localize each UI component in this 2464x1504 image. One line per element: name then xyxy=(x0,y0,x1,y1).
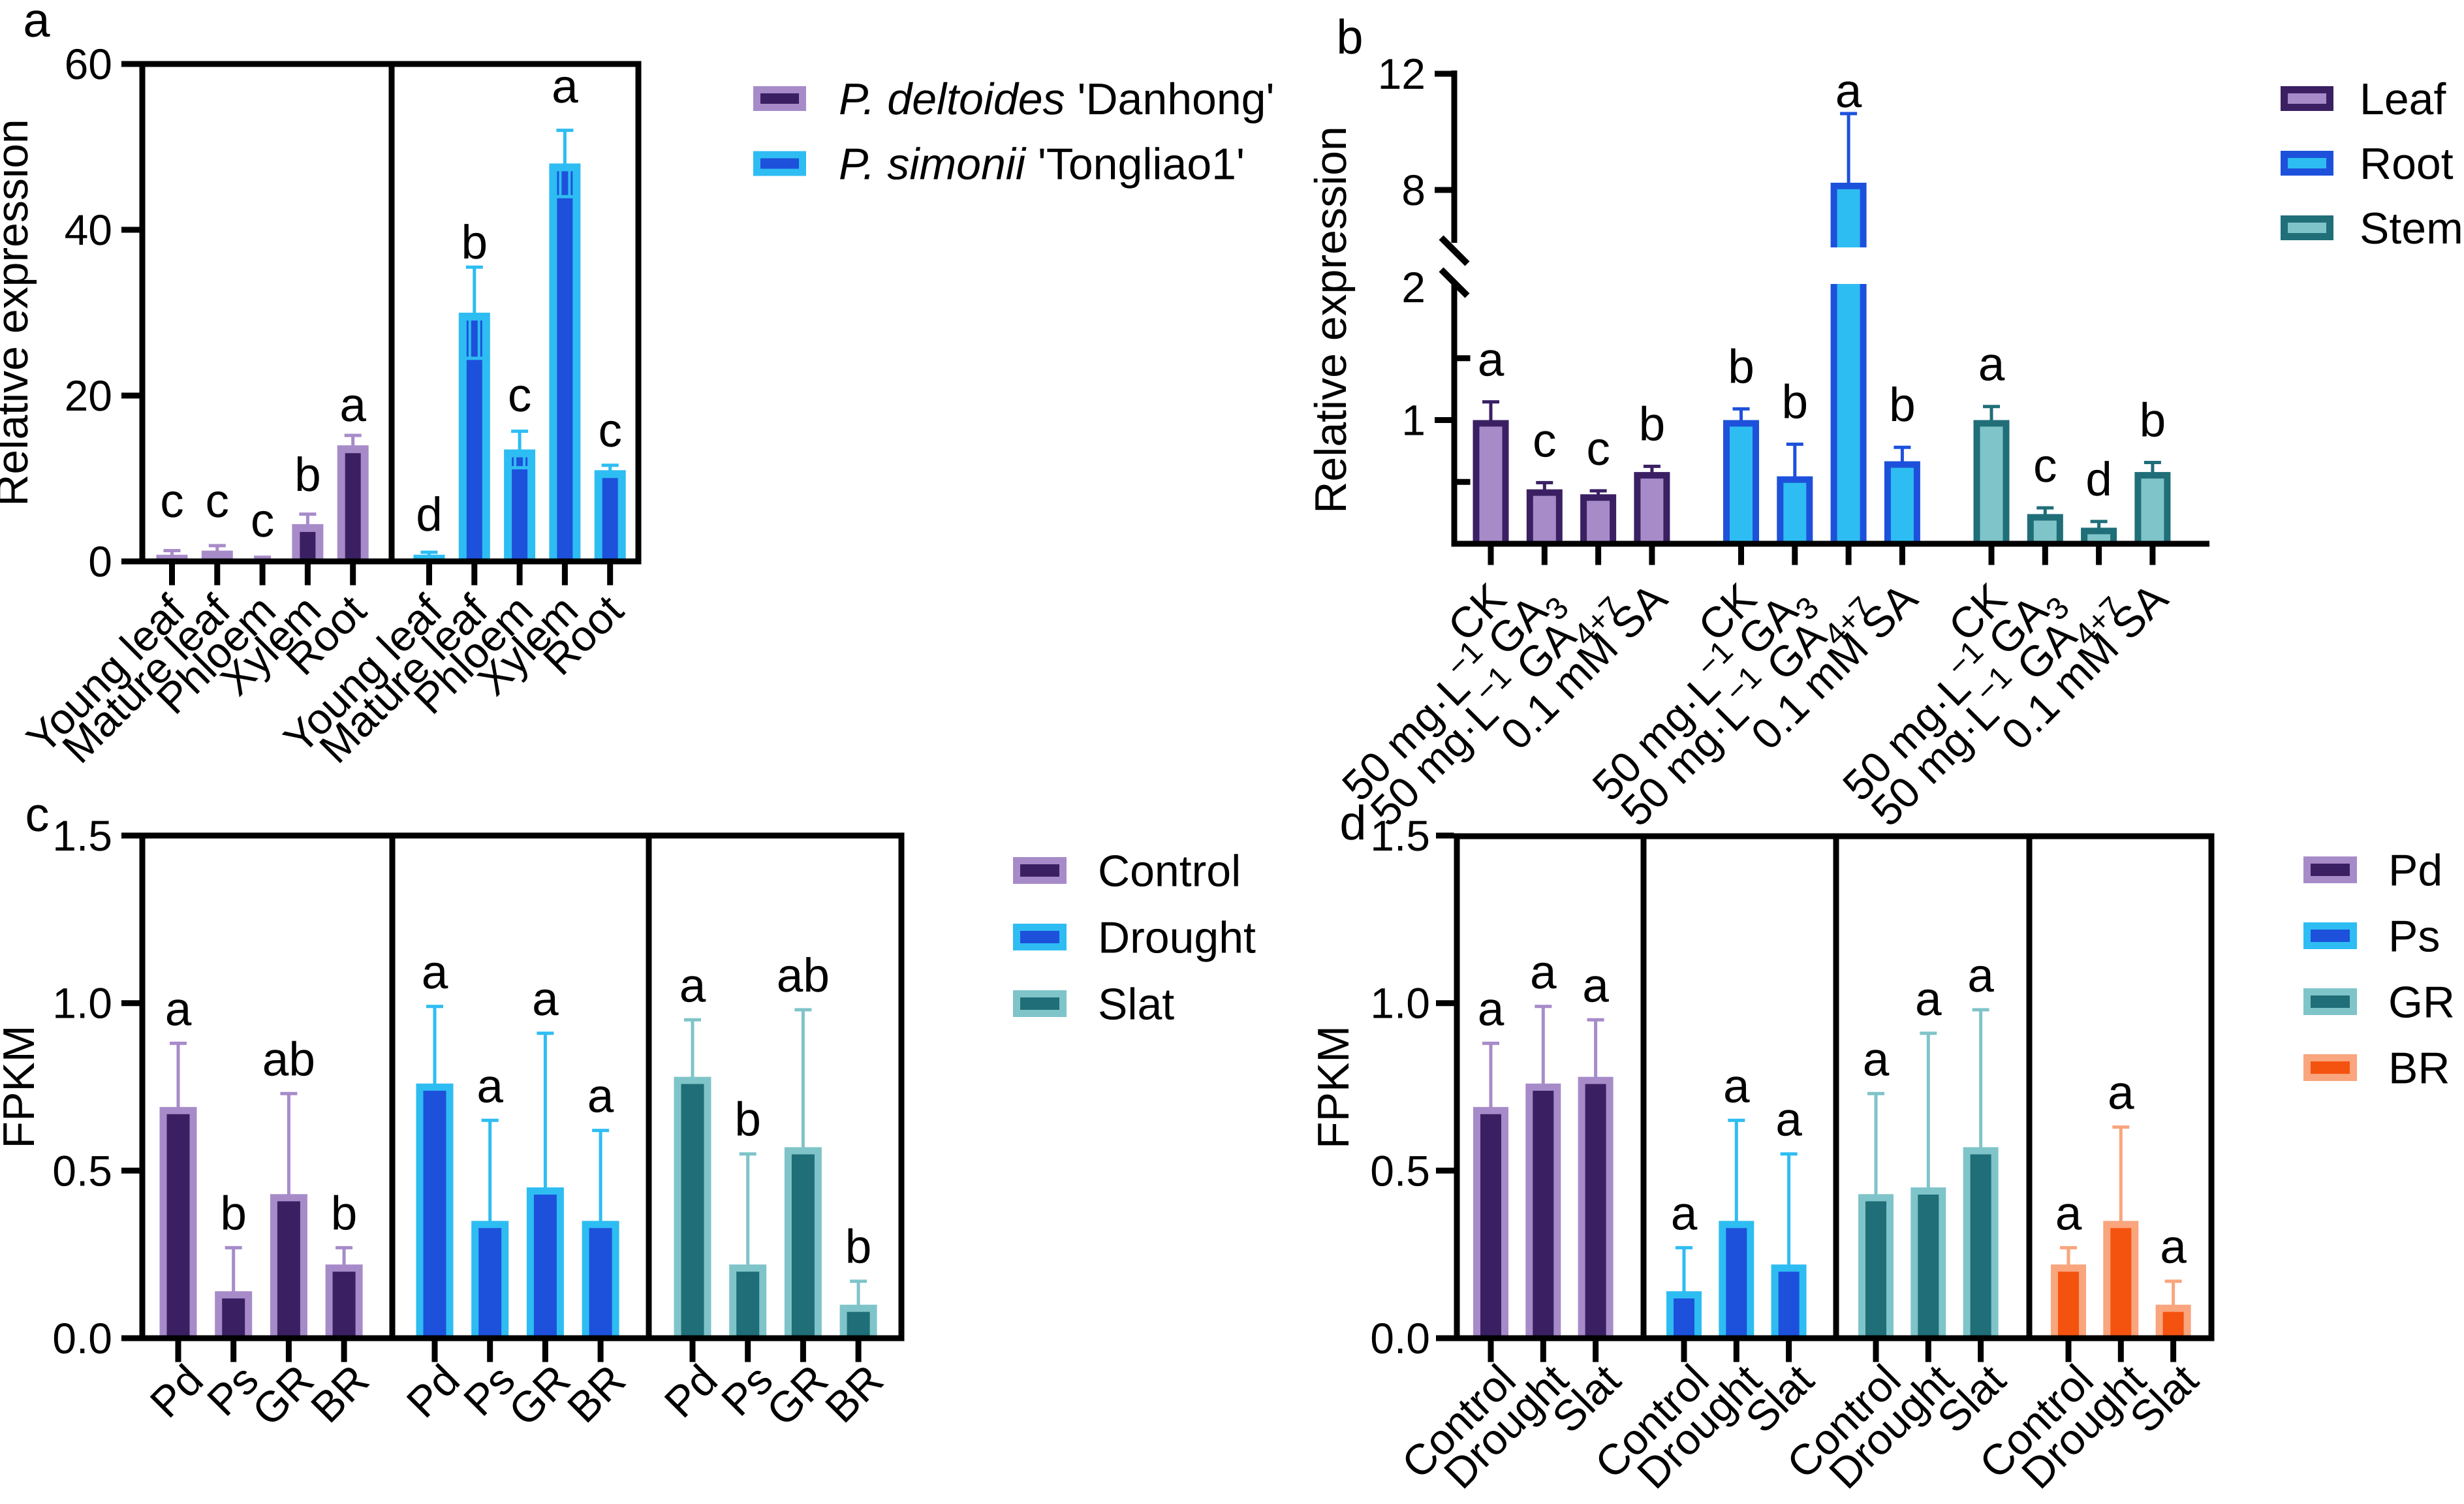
svg-text:Leaf: Leaf xyxy=(2360,74,2446,124)
svg-text:a: a xyxy=(1978,338,2005,391)
svg-text:a: a xyxy=(339,379,366,431)
svg-text:a: a xyxy=(1478,982,1505,1035)
svg-text:0.0: 0.0 xyxy=(52,1314,112,1362)
svg-text:b: b xyxy=(1781,376,1808,429)
svg-text:Control: Control xyxy=(1098,847,1241,896)
svg-text:Drought: Drought xyxy=(1098,913,1256,963)
svg-text:12: 12 xyxy=(1378,50,1426,98)
svg-text:b: b xyxy=(220,1187,247,1240)
svg-text:ab: ab xyxy=(777,949,830,1002)
svg-text:Pd: Pd xyxy=(2388,846,2442,896)
svg-text:d: d xyxy=(2085,453,2112,506)
svg-text:a: a xyxy=(1723,1059,1750,1112)
svg-text:0.0: 0.0 xyxy=(1370,1314,1430,1362)
svg-text:a: a xyxy=(1915,973,1942,1026)
svg-text:Relative expression: Relative expression xyxy=(1306,126,1356,513)
svg-text:d: d xyxy=(1339,796,1366,850)
svg-text:40: 40 xyxy=(65,206,112,254)
svg-text:b: b xyxy=(1336,10,1363,64)
svg-text:8: 8 xyxy=(1401,166,1426,214)
svg-text:c: c xyxy=(160,475,184,527)
svg-text:a: a xyxy=(1530,946,1557,999)
svg-text:b: b xyxy=(845,1221,872,1274)
svg-text:0.5: 0.5 xyxy=(1370,1146,1430,1195)
svg-text:1.5: 1.5 xyxy=(1370,811,1430,860)
svg-text:BR: BR xyxy=(302,1355,378,1432)
svg-text:1.0: 1.0 xyxy=(52,979,112,1027)
svg-text:GR: GR xyxy=(2388,978,2455,1027)
svg-text:FPKM: FPKM xyxy=(0,1026,44,1149)
svg-text:2: 2 xyxy=(1401,263,1426,311)
svg-text:1: 1 xyxy=(1401,396,1426,445)
svg-text:a: a xyxy=(552,60,578,113)
svg-text:a: a xyxy=(532,973,559,1026)
svg-text:c: c xyxy=(1533,414,1557,467)
svg-text:a: a xyxy=(422,946,448,999)
svg-text:P. deltoides 'Danhong': P. deltoides 'Danhong' xyxy=(839,74,1274,124)
svg-text:a: a xyxy=(1478,334,1505,386)
svg-text:Relative expression: Relative expression xyxy=(0,119,37,506)
svg-text:a: a xyxy=(1835,65,1862,118)
svg-text:a: a xyxy=(1863,1033,1890,1086)
svg-text:b: b xyxy=(1889,379,1916,431)
svg-text:a: a xyxy=(679,959,706,1012)
svg-text:a: a xyxy=(165,982,192,1035)
svg-text:60: 60 xyxy=(65,40,112,88)
svg-text:P. simonii 'Tongliao1': P. simonii 'Tongliao1' xyxy=(839,140,1245,189)
svg-text:c: c xyxy=(206,475,230,527)
svg-text:b: b xyxy=(294,448,321,501)
svg-text:c: c xyxy=(598,404,622,457)
svg-text:a: a xyxy=(2108,1067,2134,1120)
svg-text:c: c xyxy=(251,494,275,547)
svg-text:Root: Root xyxy=(2360,139,2454,189)
svg-text:Ps: Ps xyxy=(2388,912,2440,962)
svg-text:a: a xyxy=(1775,1093,1802,1146)
svg-text:a: a xyxy=(476,1059,503,1112)
svg-text:b: b xyxy=(734,1093,761,1146)
svg-text:b: b xyxy=(461,216,488,269)
svg-text:b: b xyxy=(331,1187,358,1240)
svg-text:1.0: 1.0 xyxy=(1370,979,1430,1027)
svg-text:a: a xyxy=(2055,1187,2082,1240)
svg-text:a: a xyxy=(1582,959,1609,1012)
svg-text:BR: BR xyxy=(2388,1044,2450,1093)
svg-text:b: b xyxy=(1728,340,1754,393)
svg-text:a: a xyxy=(1967,949,1994,1002)
svg-text:a: a xyxy=(587,1070,614,1123)
svg-text:Slat: Slat xyxy=(1098,980,1174,1029)
svg-text:c: c xyxy=(25,787,50,841)
svg-text:Stem: Stem xyxy=(2360,204,2463,253)
svg-text:b: b xyxy=(1639,398,1666,450)
svg-text:b: b xyxy=(2140,394,2166,447)
svg-text:0.5: 0.5 xyxy=(52,1146,112,1195)
svg-text:d: d xyxy=(416,488,443,541)
svg-text:c: c xyxy=(2033,439,2057,492)
svg-text:BR: BR xyxy=(558,1355,634,1432)
svg-text:c: c xyxy=(1586,422,1610,475)
svg-text:ab: ab xyxy=(262,1033,315,1086)
svg-text:1.5: 1.5 xyxy=(52,811,112,860)
svg-text:a: a xyxy=(1671,1187,1698,1240)
svg-text:FPKM: FPKM xyxy=(1309,1026,1358,1149)
svg-text:a: a xyxy=(2160,1221,2187,1274)
svg-text:a: a xyxy=(23,0,50,47)
svg-text:c: c xyxy=(508,369,532,422)
svg-text:0: 0 xyxy=(88,537,112,586)
svg-text:BR: BR xyxy=(816,1355,892,1432)
svg-text:20: 20 xyxy=(65,371,112,420)
